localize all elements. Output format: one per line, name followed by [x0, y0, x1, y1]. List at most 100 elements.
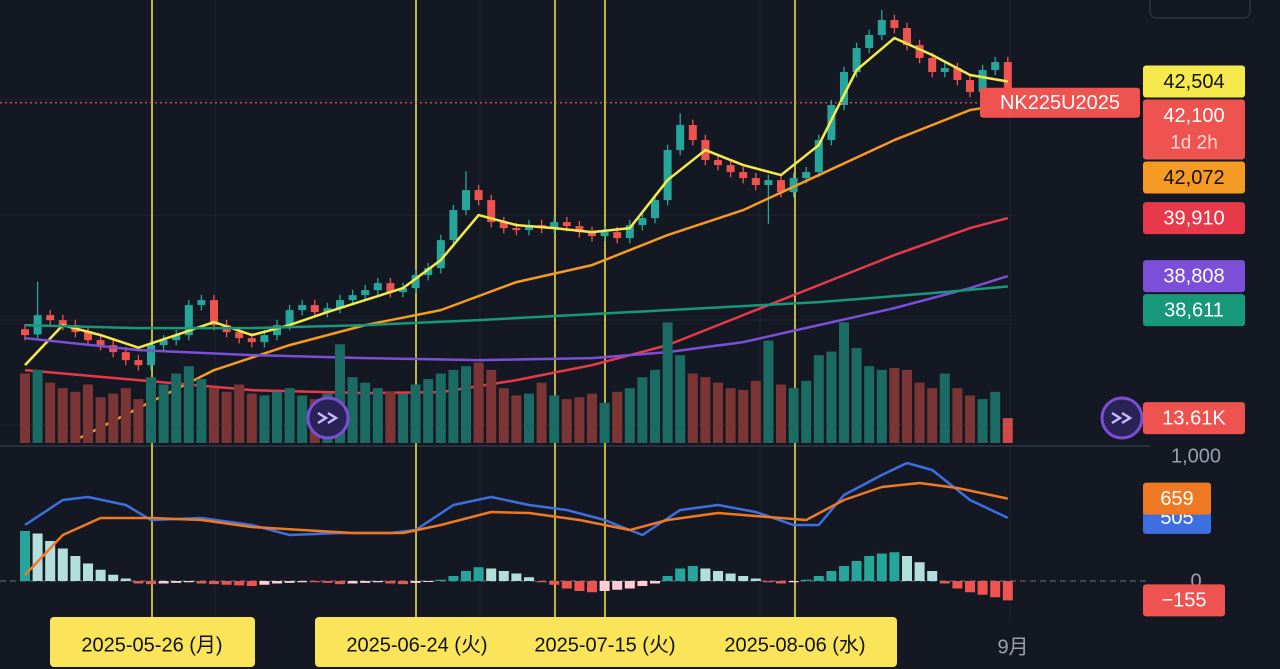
candle-body [840, 72, 848, 106]
volume-bar [965, 395, 975, 443]
candle-body [1003, 62, 1012, 103]
volume-bar [146, 377, 156, 443]
volume-bar [385, 391, 396, 443]
volume-bar [183, 366, 194, 443]
price-tag [1143, 161, 1245, 194]
macd-histogram-bar [372, 581, 383, 583]
volume-bar [788, 388, 799, 443]
candle-body [512, 228, 521, 231]
candle-body [991, 62, 1000, 71]
volume-bar [398, 393, 408, 443]
candle-body [285, 310, 294, 326]
candle-body [411, 275, 420, 289]
volume-bar [876, 369, 887, 443]
macd-histogram-bar [624, 581, 635, 589]
toolbar-button[interactable] [1149, 0, 1251, 19]
histogram-value-label: −155 [1161, 590, 1206, 612]
macd-histogram-bar [536, 581, 547, 583]
volume-bar [637, 377, 648, 443]
date-label: 9月 [997, 636, 1028, 658]
indicator-line [24, 36, 1009, 366]
candle-body [159, 340, 168, 346]
candle-body [260, 335, 269, 343]
candle-body [424, 268, 433, 276]
volume-bar [889, 368, 900, 443]
candle-body [310, 305, 319, 313]
candle-body [663, 150, 672, 201]
volume-bar [650, 369, 660, 443]
volume-bar [347, 377, 358, 443]
y-tick-label: 1,000 [1171, 445, 1221, 467]
macd-histogram-bar [977, 581, 988, 595]
price-label: 42,504 [1163, 71, 1224, 93]
candle-body [802, 172, 811, 179]
candle-body [449, 210, 458, 241]
price-label: 42,072 [1163, 167, 1224, 189]
candle-body [298, 305, 307, 311]
volume-bar [209, 388, 219, 443]
price-label: 38,808 [1163, 265, 1224, 287]
macd-histogram-bar [511, 573, 522, 581]
macd-histogram-bar [196, 581, 207, 584]
candle-body [348, 295, 357, 301]
macd-histogram-bar [448, 576, 459, 581]
candle-body [336, 300, 344, 309]
volume-bar [813, 355, 824, 443]
scroll-icon[interactable] [1100, 396, 1144, 440]
volume-bar [410, 384, 421, 443]
candle-body [651, 200, 659, 219]
macd-histogram-bar [259, 581, 270, 585]
macd-histogram-bar [410, 581, 421, 583]
macd-histogram-bar [133, 581, 144, 584]
candle-body [726, 165, 735, 173]
price-tag [1143, 65, 1245, 98]
macd-histogram-bar [725, 573, 736, 581]
volume-bar [70, 391, 81, 443]
volume-bar [171, 373, 182, 443]
candle-body [764, 180, 773, 186]
volume-bar [914, 382, 925, 443]
symbol-label: NK225U2025 [1000, 92, 1120, 114]
macd-histogram-bar [108, 574, 119, 581]
date-axis: 2025-05-26 (月) 2025-06-24 (火) 2025-07-15… [50, 617, 1029, 667]
indicator-line [74, 103, 1008, 442]
volume-bar [473, 362, 484, 443]
candle-body [789, 178, 798, 193]
price-tag [1143, 202, 1245, 235]
macd-histogram-bar [788, 581, 799, 583]
date-tag [315, 617, 897, 667]
volume-bar [108, 393, 119, 443]
volume-bar [549, 395, 560, 443]
candle-body [915, 45, 924, 59]
candle-body [751, 178, 760, 186]
macd-histogram-bar [763, 581, 774, 583]
candle-body [739, 172, 748, 179]
macd-histogram-bar [914, 562, 925, 581]
macd-histogram-bar [335, 581, 345, 585]
macd-histogram-bar [385, 581, 396, 584]
scroll-arrows [1111, 411, 1133, 425]
macd-histogram-bar [246, 581, 257, 586]
macd-histogram-bar [738, 576, 749, 581]
volume-bar [738, 389, 749, 443]
candle-body [399, 288, 407, 293]
candle-body [903, 28, 911, 46]
macd-histogram-bar [776, 581, 786, 584]
date-label: 2025-06-24 (火) [346, 634, 487, 656]
macd-histogram-bar [902, 556, 912, 581]
macd-histogram-bar [486, 568, 497, 581]
volume-bar [612, 391, 623, 443]
volume-bar [435, 373, 446, 443]
candle-body [474, 190, 483, 201]
macd-histogram-bar [360, 581, 371, 583]
candle-body [462, 190, 470, 211]
macd-histogram-bar [662, 576, 673, 581]
macd-histogram-bar [813, 576, 824, 581]
volume-bar [990, 391, 1001, 443]
price-tag [1143, 99, 1245, 160]
macd-histogram-bar [32, 533, 43, 581]
volume-bar [335, 344, 345, 443]
volume-bar [587, 393, 597, 443]
scroll-icon[interactable] [306, 396, 350, 440]
price-label: 39,910 [1163, 207, 1224, 229]
